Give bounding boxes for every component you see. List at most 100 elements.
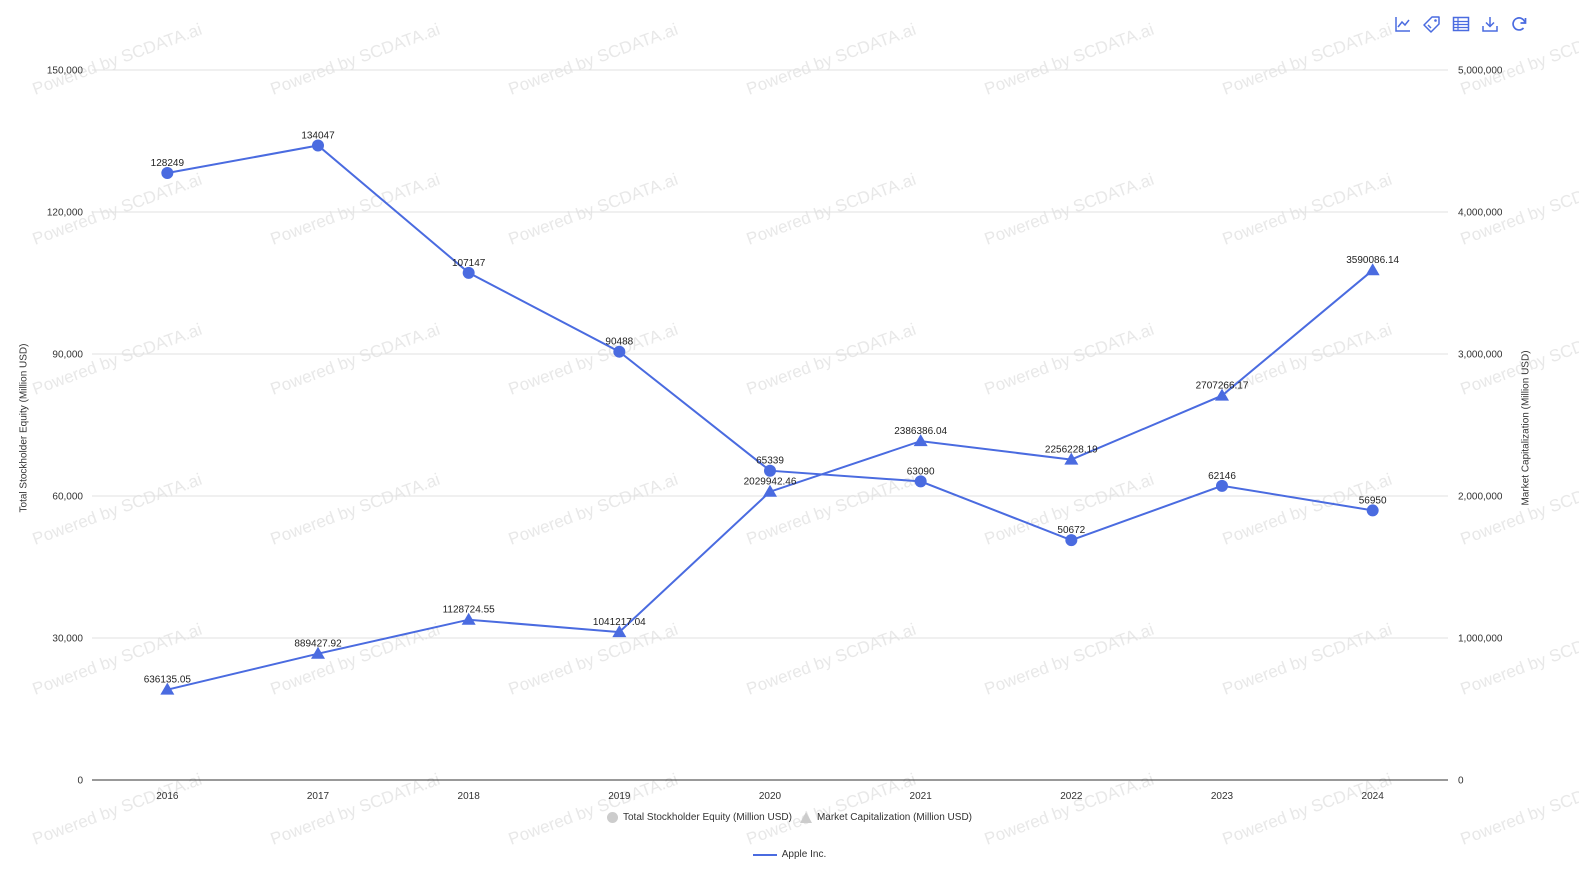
x-tick-label: 2023 (1211, 791, 1234, 802)
data-point-circle (613, 345, 626, 358)
watermark-text: Powered by SCDATA.ai (1220, 20, 1395, 99)
line-swatch-icon (752, 853, 777, 856)
watermark-text: Powered by SCDATA.ai (982, 320, 1157, 399)
series-legend: Apple Inc. (0, 849, 1579, 860)
grid-lines (92, 69, 1448, 639)
watermark-text: Powered by SCDATA.ai (744, 770, 919, 849)
watermark-text: Powered by SCDATA.ai (506, 470, 681, 549)
data-point-circle (1065, 534, 1078, 547)
circle-marker-icon (607, 812, 618, 823)
watermark-layer: Powered by SCDATA.ai Powered by SCDATA.ai… (30, 20, 1579, 849)
data-point-triangle (612, 625, 627, 638)
x-tick-label: 2018 (458, 791, 481, 802)
x-tick-label: 2020 (759, 791, 782, 802)
watermark-text: Powered by SCDATA.ai (744, 20, 919, 99)
x-tick-label: 2024 (1362, 791, 1385, 802)
x-tick-label: 2022 (1060, 791, 1083, 802)
legend-label-apple: Apple Inc. (781, 849, 827, 860)
line-chart-icon (1395, 17, 1410, 32)
y-left-tick-label: 150,000 (47, 66, 84, 77)
watermark-text: Powered by SCDATA.ai (744, 620, 919, 699)
data-point-triangle (311, 646, 325, 659)
watermark-text: Powered by SCDATA.ai (30, 470, 205, 549)
y-left-tick-label: 60,000 (52, 492, 83, 503)
data-label: 90488 (605, 337, 633, 348)
y-right-tick-label: 4,000,000 (1458, 208, 1503, 219)
refresh-icon (1512, 17, 1527, 31)
data-point-circle (1216, 479, 1228, 492)
series-layer: 128249 134047 107147 90488 65339 63090 50672 62… (144, 131, 1400, 695)
watermark-text: Powered by SCDATA.ai (268, 770, 443, 849)
legend-label-market-cap: Market Capitalization (Million USD) (816, 812, 972, 823)
watermark-text: Powered by SCDATA.ai (982, 620, 1157, 699)
y-left-tick-label: 30,000 (52, 634, 83, 645)
data-point-circle (914, 475, 927, 488)
watermark-text: Powered by SCDATA.ai (744, 320, 919, 399)
watermark-text: Powered by SCDATA.ai (1458, 770, 1579, 849)
legend-item-equity[interactable]: Total Stockholder Equity (Million USD) (607, 812, 792, 823)
data-point-triangle (1365, 263, 1380, 276)
data-label: 134047 (301, 131, 335, 142)
y-left-tick-label: 120,000 (47, 208, 84, 219)
data-point-circle (462, 266, 475, 279)
y-right-tick-label: 0 (1458, 776, 1464, 787)
data-label: 889427.92 (294, 639, 342, 650)
data-point-circle (764, 464, 776, 477)
watermark-text: Powered by SCDATA.ai (1458, 620, 1579, 699)
watermark-text: Powered by SCDATA.ai (982, 770, 1157, 849)
data-label: 50672 (1057, 525, 1085, 536)
data-point-triangle (913, 434, 928, 447)
right-axis-ticks: 0 1,000,000 2,000,000 3,000,000 4,000,000 5,0… (1458, 66, 1503, 787)
triangle-marker-icon (799, 812, 812, 823)
watermark-text: Powered by SCDATA.ai (30, 20, 205, 99)
data-point-circle (1366, 504, 1379, 517)
legend-item-market-cap[interactable]: Market Capitalization (Million USD) (799, 812, 972, 823)
data-point-circle (161, 166, 174, 179)
data-point-triangle (1215, 388, 1229, 401)
watermark-text: Powered by SCDATA.ai (506, 770, 681, 849)
data-label: 107147 (452, 258, 486, 269)
watermark-text: Powered by SCDATA.ai (268, 20, 443, 99)
data-label: 2256228.19 (1045, 445, 1098, 456)
watermark-text: Powered by SCDATA.ai (268, 470, 443, 549)
watermark-text: Powered by SCDATA.ai (982, 20, 1157, 99)
data-table-button[interactable] (1451, 14, 1471, 34)
x-tick-label: 2017 (307, 791, 330, 802)
data-label: 56950 (1359, 495, 1387, 506)
legend-label-equity: Total Stockholder Equity (Million USD) (623, 812, 792, 823)
y-right-tick-label: 5,000,000 (1458, 66, 1503, 77)
data-label: 62146 (1208, 471, 1236, 482)
y-left-tick-label: 0 (77, 776, 83, 787)
data-label: 65339 (756, 456, 784, 467)
data-point-triangle (1064, 452, 1079, 465)
watermark-text: Powered by SCDATA.ai (506, 170, 681, 249)
download-icon (1482, 17, 1498, 32)
watermark-text: Powered by SCDATA.ai (1220, 620, 1395, 699)
data-label: 636135.05 (144, 675, 192, 686)
data-label: 2029942.46 (744, 477, 797, 488)
watermark-text: Powered by SCDATA.ai (30, 770, 205, 849)
data-label: 3590086.14 (1346, 255, 1399, 266)
data-label: 2707266.17 (1196, 381, 1249, 392)
watermark-text: Powered by SCDATA.ai (744, 170, 919, 249)
data-label: 1128724.55 (443, 605, 496, 616)
data-point-circle (312, 139, 324, 152)
watermark-text: Powered by SCDATA.ai (268, 320, 443, 399)
measure-legend: Total Stockholder Equity (Million USD) M… (0, 812, 1579, 823)
x-tick-label: 2021 (910, 791, 933, 802)
x-tick-label: 2016 (156, 791, 179, 802)
y-left-tick-label: 90,000 (52, 350, 83, 361)
watermark-text: Powered by SCDATA.ai (1220, 770, 1395, 849)
refresh-button[interactable] (1509, 14, 1529, 34)
line-chart-button[interactable] (1393, 14, 1413, 34)
watermark-text: Powered by SCDATA.ai (268, 170, 443, 249)
data-point-triangle (461, 612, 476, 625)
data-label: 63090 (907, 466, 935, 477)
y-right-tick-label: 3,000,000 (1458, 350, 1503, 361)
x-tick-label: 2019 (608, 791, 631, 802)
download-button[interactable] (1480, 14, 1500, 34)
data-label: 1041217.04 (593, 617, 646, 628)
tag-button[interactable] (1422, 14, 1442, 34)
legend-item-apple[interactable]: Apple Inc. (752, 849, 827, 860)
